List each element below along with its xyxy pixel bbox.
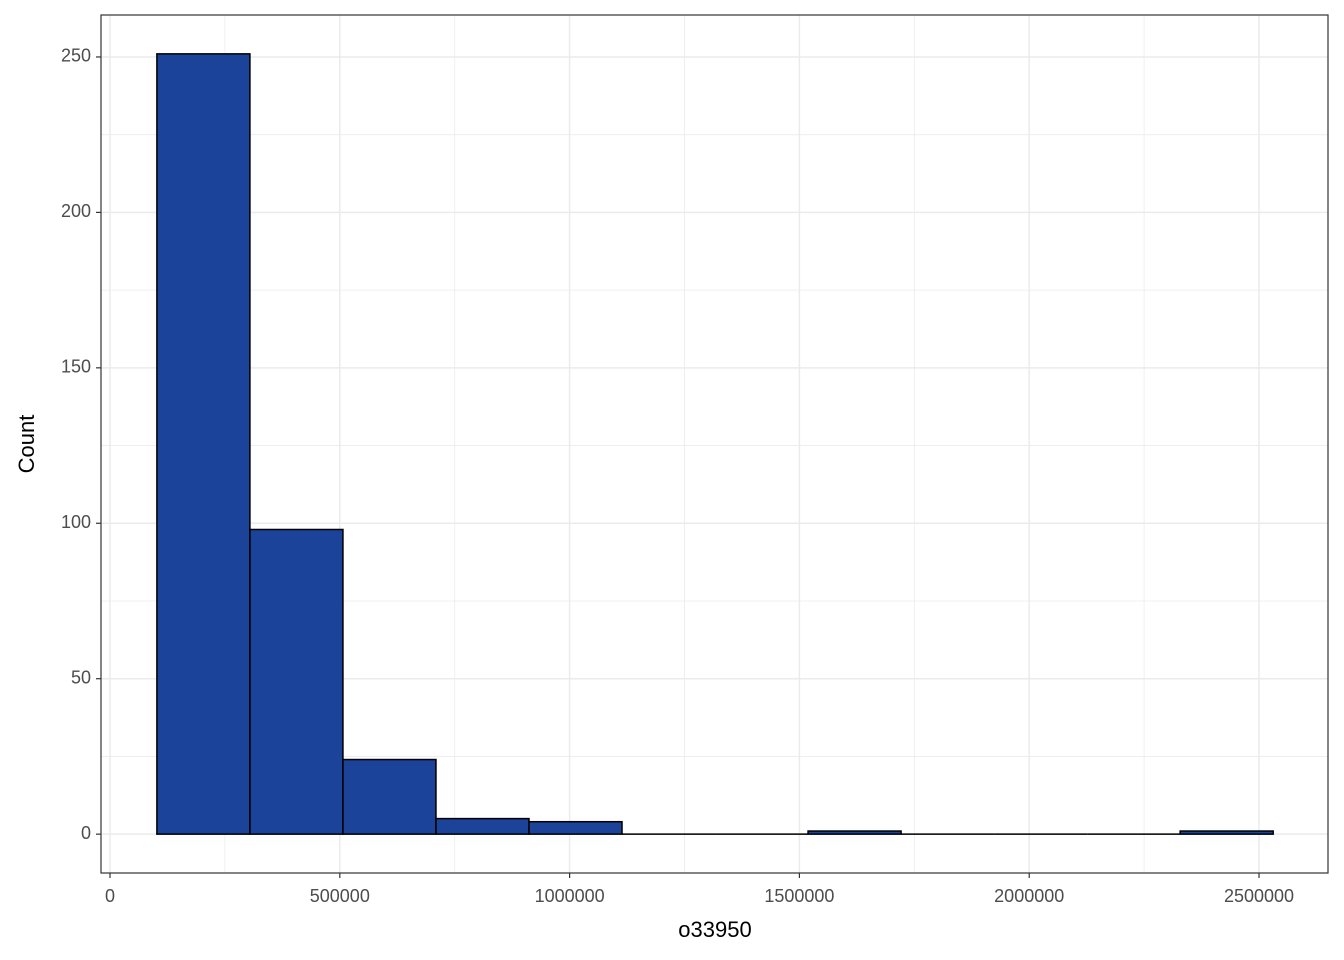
x-tick-label: 500000 [310,886,370,906]
y-tick-label: 50 [71,667,91,687]
bar [156,53,251,835]
bar [342,758,437,835]
y-tick-label: 100 [61,512,91,532]
x-tick-label: 2500000 [1224,886,1294,906]
x-tick-label: 1500000 [764,886,834,906]
x-tick-label: 1000000 [535,886,605,906]
x-tick-label: 0 [105,886,115,906]
bar [528,820,623,835]
bar [1179,830,1274,835]
bar [435,817,530,835]
y-tick-label: 0 [81,823,91,843]
y-tick-label: 200 [61,201,91,221]
panel-border [100,14,1329,874]
bar [807,830,902,835]
y-tick-label: 250 [61,46,91,66]
x-axis-label: o33950 [678,917,751,942]
bar [249,528,344,835]
y-axis-label: Count [14,415,39,474]
x-tick-label: 2000000 [994,886,1064,906]
y-tick-label: 150 [61,357,91,377]
